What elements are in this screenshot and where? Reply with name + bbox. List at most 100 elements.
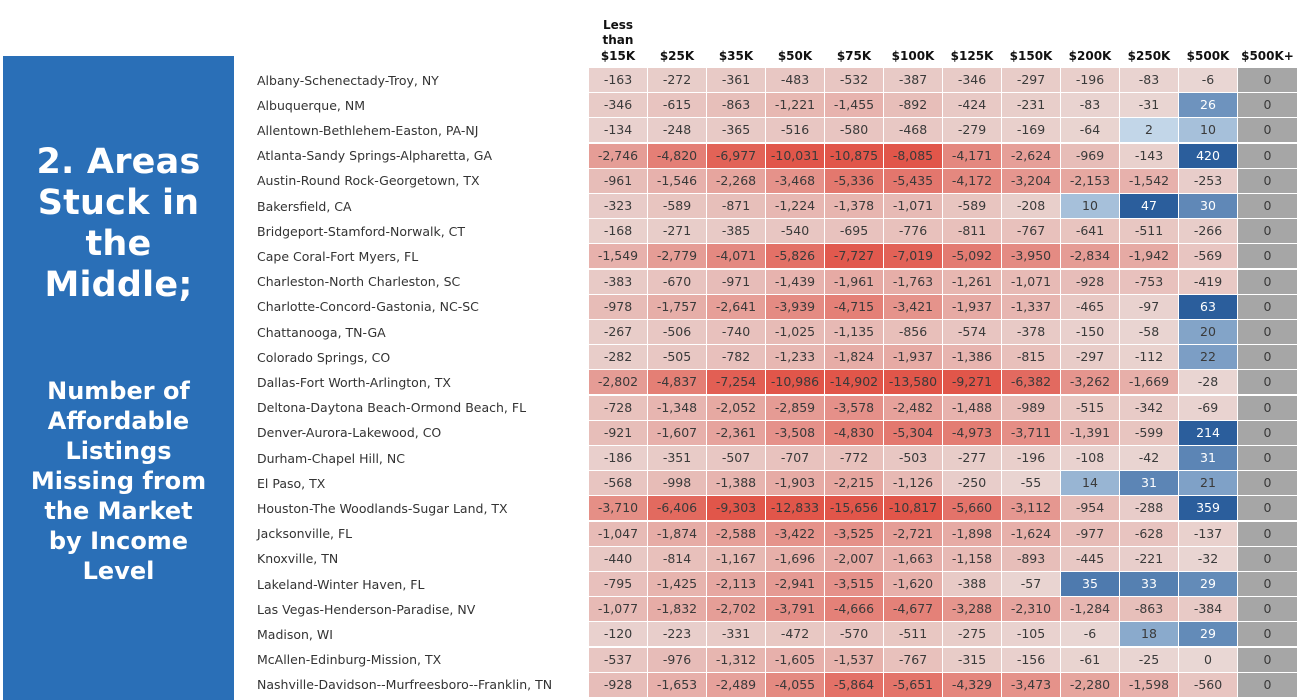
heatmap-cell: -1,386 [943, 345, 1001, 370]
row-label: Allentown-Bethlehem-Easton, PA-NJ [257, 122, 479, 138]
heatmap-cell: -989 [1002, 395, 1060, 420]
heatmap-cell: -297 [1061, 345, 1119, 370]
heatmap-cell: -1,158 [943, 546, 1001, 571]
heatmap-cell: 0 [1238, 294, 1297, 319]
heatmap-cell: -5,660 [943, 496, 1001, 521]
heatmap-cell: -532 [825, 68, 883, 92]
heatmap-cell: 0 [1238, 446, 1297, 470]
heatmap-cell: -772 [825, 446, 883, 470]
heatmap-cell: -384 [1179, 597, 1237, 622]
heatmap-cell: -3,262 [1061, 370, 1119, 395]
row-label: Colorado Springs, CO [257, 349, 391, 365]
heatmap-cell: -3,288 [943, 597, 1001, 622]
heatmap-cell: -815 [1002, 345, 1060, 370]
heatmap-cell: -279 [943, 118, 1001, 143]
heatmap-cell: 0 [1238, 168, 1297, 193]
heatmap-cell: -163 [589, 68, 647, 92]
heatmap-cell: -5,651 [884, 672, 942, 697]
heatmap-cell: -1,624 [1002, 521, 1060, 546]
heatmap-cell: -2,702 [707, 597, 765, 622]
column-header: $500K [1186, 48, 1230, 63]
heatmap-cell: -6,977 [707, 143, 765, 168]
heatmap-cell: 0 [1238, 395, 1297, 420]
row-label: Cape Coral-Fort Myers, FL [257, 248, 419, 264]
heatmap-cell: 0 [1238, 622, 1297, 647]
heatmap-cell: -196 [1002, 446, 1060, 470]
heatmap-cell: -3,421 [884, 294, 942, 319]
heatmap-cell: -516 [766, 118, 824, 143]
heatmap-cell: -7,254 [707, 370, 765, 395]
heatmap-cell: -13,580 [884, 370, 942, 395]
heatmap-cell: -795 [589, 572, 647, 596]
heatmap-cell: -1,961 [825, 269, 883, 294]
heatmap-cell: -782 [707, 345, 765, 370]
heatmap-cell: -1,126 [884, 471, 942, 496]
heatmap-cell: 0 [1238, 244, 1297, 269]
column-header: $150K [1009, 48, 1053, 63]
heatmap-cell: -615 [648, 93, 706, 118]
heatmap-cell: -1,663 [884, 546, 942, 571]
heatmap-cell: -3,204 [1002, 168, 1060, 193]
heatmap-cell: -998 [648, 471, 706, 496]
heatmap-cell: -253 [1179, 168, 1237, 193]
heatmap-cell: -1,391 [1061, 420, 1119, 445]
heatmap-cell: -7,019 [884, 244, 942, 269]
heatmap-cell: -2,482 [884, 395, 942, 420]
heatmap-cell: -196 [1061, 68, 1119, 92]
heatmap-cell: 29 [1179, 622, 1237, 647]
heatmap-cell: -2,215 [825, 471, 883, 496]
heatmap-cell: -507 [707, 446, 765, 470]
heatmap-cell: -928 [589, 672, 647, 697]
heatmap-cell: -1,312 [707, 647, 765, 672]
heatmap-cell: -3,473 [1002, 672, 1060, 697]
column-header: $500K+ [1241, 48, 1294, 63]
heatmap-cell: -1,233 [766, 345, 824, 370]
heatmap-cell: -570 [825, 622, 883, 647]
heatmap-cell: -6 [1179, 68, 1237, 92]
heatmap-cell: 0 [1238, 194, 1297, 218]
heatmap-cell: -2,052 [707, 395, 765, 420]
heatmap-cell: 10 [1061, 194, 1119, 218]
heatmap-cell: 0 [1238, 269, 1297, 294]
heatmap-cell: -3,112 [1002, 496, 1060, 521]
heatmap-cell: 26 [1179, 93, 1237, 118]
heatmap-cell: -424 [943, 93, 1001, 118]
heatmap-cell: -1,488 [943, 395, 1001, 420]
heatmap-cell: -4,171 [943, 143, 1001, 168]
heatmap-cell: -2,802 [589, 370, 647, 395]
heatmap-cell: -2,721 [884, 521, 942, 546]
heatmap-cell: -589 [648, 194, 706, 218]
heatmap-cell: -55 [1002, 471, 1060, 496]
heatmap-cell: -168 [589, 219, 647, 244]
heatmap-cell: -728 [589, 395, 647, 420]
heatmap-cell: -221 [1120, 546, 1178, 571]
heatmap-cell: -134 [589, 118, 647, 143]
heatmap-cell: -4,071 [707, 244, 765, 269]
heatmap-cell: -4,677 [884, 597, 942, 622]
heatmap-cell: -468 [884, 118, 942, 143]
heatmap-cell: -169 [1002, 118, 1060, 143]
row-label: Albuquerque, NM [257, 97, 365, 113]
heatmap-cell: -6,406 [648, 496, 706, 521]
heatmap-cell: -1,261 [943, 269, 1001, 294]
heatmap-cell: 0 [1238, 597, 1297, 622]
heatmap-cell: -266 [1179, 219, 1237, 244]
heatmap-cell: -4,172 [943, 168, 1001, 193]
heatmap-cell: -695 [825, 219, 883, 244]
heatmap-cell: -3,711 [1002, 420, 1060, 445]
row-label: Jacksonville, FL [257, 526, 353, 542]
column-header: $250K [1127, 48, 1171, 63]
heatmap-cell: 0 [1238, 572, 1297, 596]
panel-title: 2. Areas Stuck in the Middle; [36, 142, 201, 305]
heatmap-cell: -2,641 [707, 294, 765, 319]
column-header: $35K [718, 48, 754, 63]
heatmap-cell: -378 [1002, 320, 1060, 344]
heatmap-cell: -2,310 [1002, 597, 1060, 622]
heatmap-cell: -1,757 [648, 294, 706, 319]
heatmap-cell: -740 [707, 320, 765, 344]
row-label: McAllen-Edinburg-Mission, TX [257, 652, 442, 668]
heatmap-cell: 0 [1238, 93, 1297, 118]
heatmap-cell: -4,666 [825, 597, 883, 622]
heatmap-cell: -1,221 [766, 93, 824, 118]
heatmap-cell: -61 [1061, 647, 1119, 672]
